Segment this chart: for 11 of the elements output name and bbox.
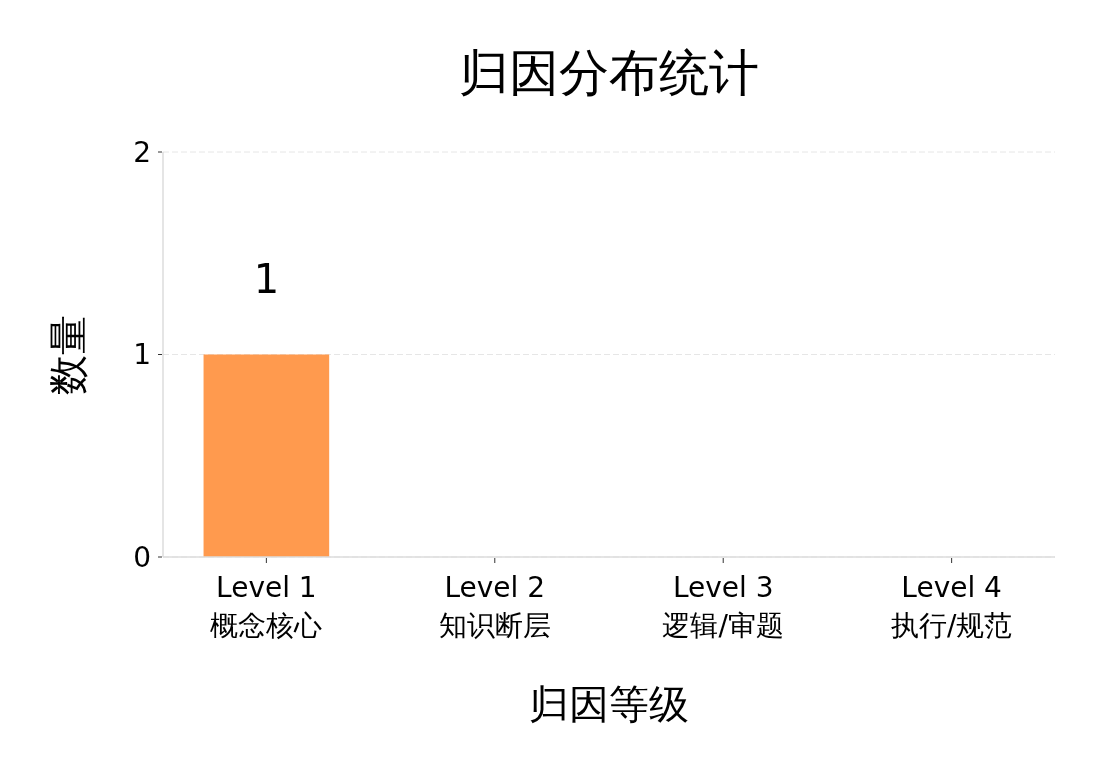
- x-tick-label: Level 2 知识断层: [438, 571, 551, 642]
- y-tick-label: 2: [133, 135, 151, 169]
- y-tick-label: 0: [133, 540, 151, 574]
- y-axis-title: 数量: [45, 314, 91, 395]
- data-label: 1: [253, 255, 280, 302]
- x-tick-label: Level 4 执行/规范: [890, 571, 1013, 642]
- x-tick-label: Level 3 逻辑/审题: [662, 571, 784, 642]
- chart-title: 归因分布统计: [459, 44, 759, 102]
- x-tick-label: Level 1 概念核心: [210, 571, 323, 642]
- x-axis-title: 归因等级: [529, 681, 689, 727]
- y-tick-label: 1: [133, 338, 151, 372]
